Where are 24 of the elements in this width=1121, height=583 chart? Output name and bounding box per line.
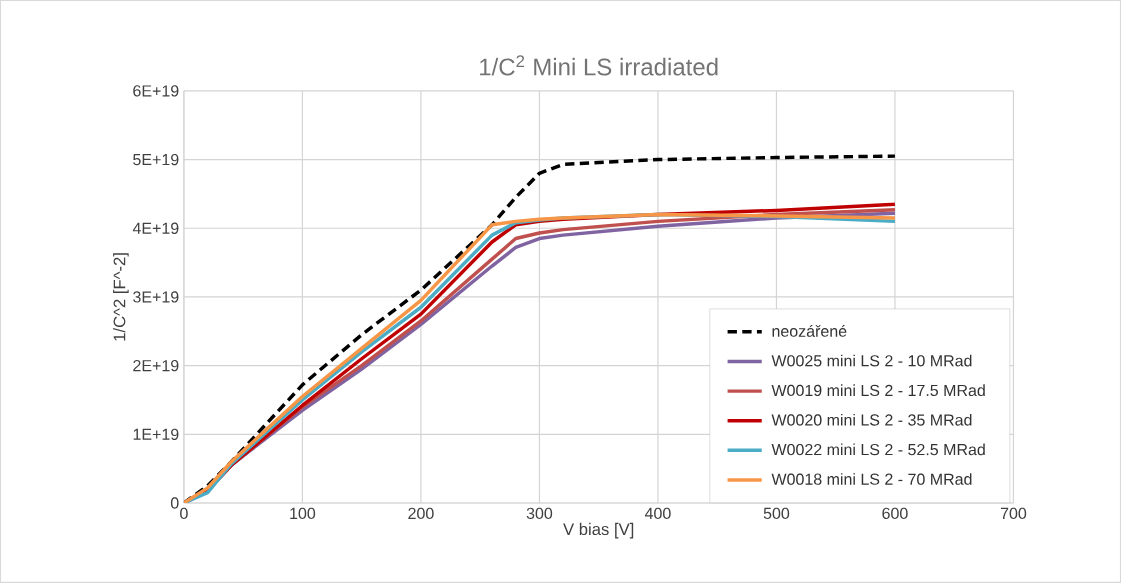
y-tick-label: 4E+19: [132, 222, 179, 234]
y-axis-title: 1/C^2 [F^-2]: [113, 253, 129, 341]
x-tick-label: 300: [526, 507, 553, 520]
x-tick-label: 500: [763, 507, 790, 520]
legend-label: neozářené: [772, 325, 847, 337]
legend-label: W0022 mini LS 2 - 52.5 MRad: [771, 443, 985, 456]
y-tick-label: 6E+19: [133, 85, 179, 97]
x-axis-title: V bias [V]: [563, 522, 634, 539]
y-tick-label: 2E+19: [133, 360, 179, 372]
x-tick-label: 600: [882, 507, 908, 520]
y-tick-label: 1E+19: [133, 428, 179, 441]
legend-label: W0018 mini LS 2 - 70 MRad: [771, 473, 972, 485]
legend-label: W0025 mini LS 2 - 10 MRad: [771, 354, 972, 367]
y-tick-label: 5E+19: [133, 153, 179, 166]
x-tick-label: 400: [644, 507, 671, 520]
x-tick-label: 700: [1000, 507, 1027, 520]
y-tick-label: 3E+19: [133, 291, 179, 303]
legend-label: W0019 mini LS 2 - 17.5 MRad: [771, 384, 985, 397]
y-tick-label: 0: [170, 497, 179, 509]
legend-label: W0020 mini LS 2 - 35 MRad: [771, 413, 972, 426]
chart-title: 1/C$^{2}$ Mini LS irradiated: [480, 55, 718, 76]
x-tick-label: 100: [290, 507, 316, 520]
x-tick-label: 200: [408, 507, 434, 520]
x-tick-label: 0: [180, 507, 188, 520]
